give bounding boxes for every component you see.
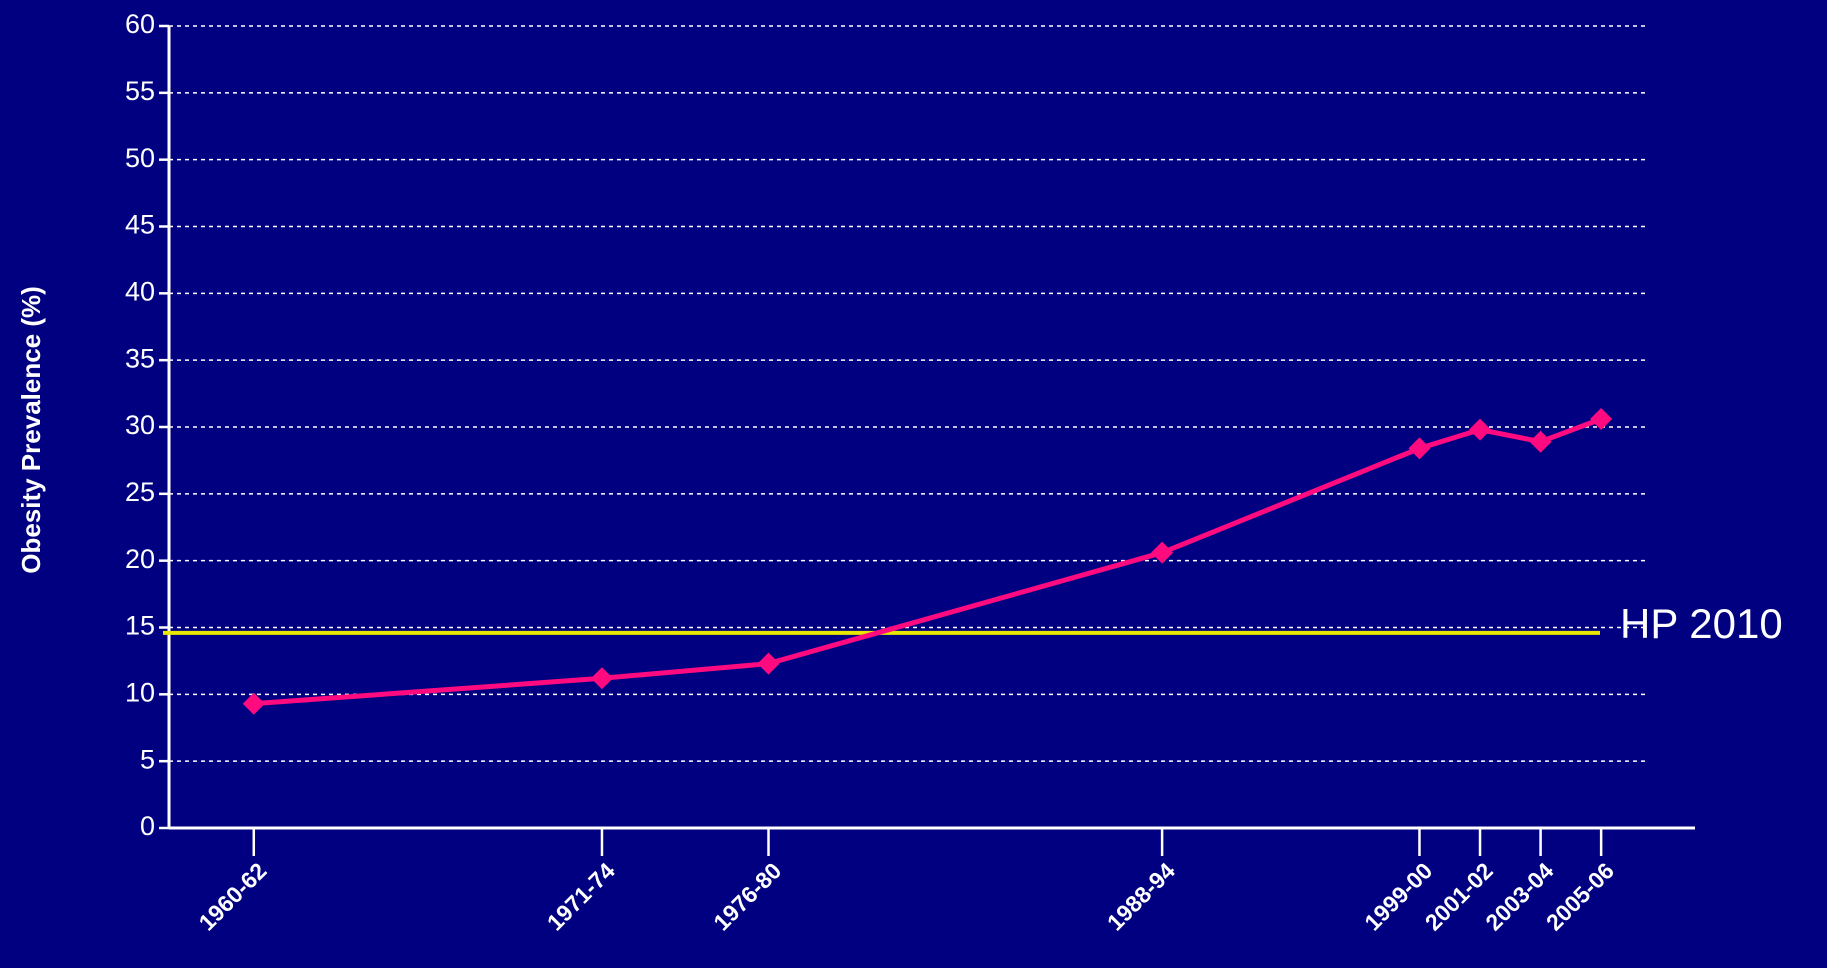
y-tick-label: 45: [125, 210, 155, 240]
y-tick-label: 20: [125, 544, 155, 574]
data-line: [253, 416, 1603, 707]
data-point: [757, 652, 780, 675]
y-tick-label: 5: [140, 744, 155, 774]
y-tick-label: 30: [125, 410, 155, 440]
data-point: [1590, 407, 1613, 430]
data-point: [1469, 418, 1492, 441]
y-tick-label: 25: [125, 477, 155, 507]
data-point: [590, 667, 613, 690]
y-tick-label: 40: [125, 276, 155, 306]
y-tick-label: 0: [140, 811, 155, 841]
y-tick-label: 10: [125, 677, 155, 707]
data-point: [1529, 430, 1552, 453]
y-tick-label: 35: [125, 343, 155, 373]
data-point: [1151, 541, 1174, 564]
y-tick-label: 15: [125, 611, 155, 641]
y-axis-label: Obesity Prevalence (%): [16, 286, 46, 574]
y-tick-label: 60: [125, 9, 155, 39]
data-point: [1408, 437, 1431, 460]
y-tick-label: 50: [125, 143, 155, 173]
reference-label: HP 2010: [1620, 600, 1783, 647]
y-tick-label: 55: [125, 76, 155, 106]
data-point: [242, 692, 265, 715]
